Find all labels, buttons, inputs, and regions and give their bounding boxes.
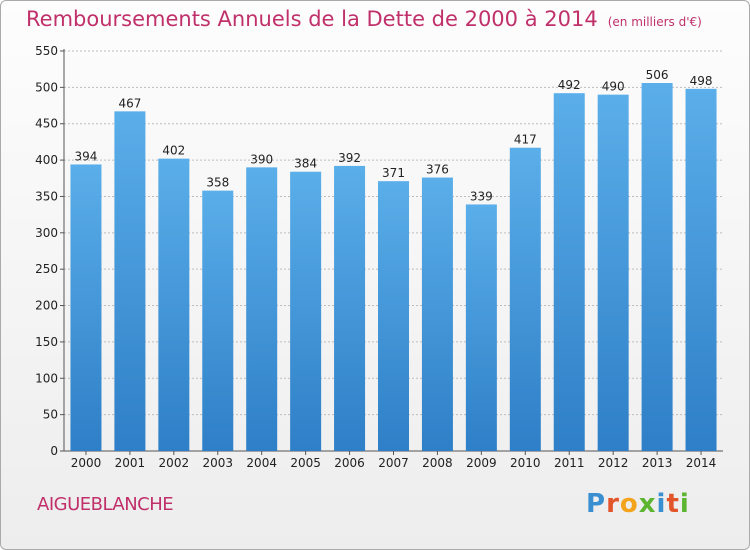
logo-letter: P bbox=[586, 489, 607, 519]
x-tick-label: 2005 bbox=[290, 456, 321, 470]
bar bbox=[597, 94, 629, 452]
x-tick-label: 2012 bbox=[598, 456, 629, 470]
bar bbox=[421, 177, 453, 451]
data-label: 339 bbox=[470, 189, 493, 203]
logo-letter: i bbox=[679, 489, 690, 519]
data-label: 371 bbox=[382, 166, 405, 180]
bar bbox=[641, 83, 673, 451]
y-tick-label: 300 bbox=[35, 226, 58, 240]
logo-letter: t bbox=[666, 489, 680, 519]
y-tick-label: 400 bbox=[35, 153, 58, 167]
chart-subtitle: (en milliers d'€) bbox=[607, 15, 702, 29]
x-tick-label: 2002 bbox=[159, 456, 190, 470]
y-tick-label: 550 bbox=[35, 44, 58, 58]
data-label: 402 bbox=[162, 144, 185, 158]
x-tick-label: 2004 bbox=[246, 456, 277, 470]
y-tick-label: 250 bbox=[35, 262, 58, 276]
x-tick-label: 2003 bbox=[202, 456, 233, 470]
logo-letter: x bbox=[638, 489, 657, 519]
bars bbox=[70, 83, 717, 452]
data-label: 492 bbox=[558, 78, 581, 92]
x-tick-label: 2014 bbox=[686, 456, 717, 470]
bar bbox=[202, 190, 234, 452]
data-label: 506 bbox=[646, 68, 669, 82]
bar bbox=[290, 171, 322, 451]
y-axis-ticks: 0 50 100 150 200 250 300 350 400 450 500 550 bbox=[35, 44, 64, 458]
bar bbox=[246, 167, 278, 451]
bar bbox=[465, 204, 497, 451]
x-tick-label: 2000 bbox=[71, 456, 102, 470]
data-label: 490 bbox=[602, 80, 625, 94]
data-label: 467 bbox=[118, 96, 141, 110]
bar bbox=[509, 147, 541, 451]
y-tick-label: 150 bbox=[35, 335, 58, 349]
x-axis-ticks: 2000 2001 2002 2003 2004 2005 2006 2007 2008 2009… bbox=[71, 451, 717, 470]
y-tick-label: 200 bbox=[35, 299, 58, 313]
proxiti-logo: Proxiti bbox=[586, 489, 690, 519]
logo-letter: o bbox=[619, 489, 639, 519]
chart-title: Remboursements Annuels de la Dette de 20… bbox=[26, 7, 702, 31]
logo-letter: r bbox=[606, 489, 620, 519]
data-label: 498 bbox=[690, 74, 713, 88]
commune-name: AIGUEBLANCHE bbox=[37, 494, 174, 515]
bar bbox=[685, 88, 717, 452]
x-tick-label: 2009 bbox=[466, 456, 497, 470]
y-tick-label: 500 bbox=[35, 80, 58, 94]
x-tick-label: 2010 bbox=[510, 456, 541, 470]
x-tick-label: 2008 bbox=[422, 456, 453, 470]
y-tick-label: 450 bbox=[35, 117, 58, 131]
bar bbox=[114, 111, 146, 451]
bar bbox=[158, 158, 190, 452]
bar bbox=[378, 181, 409, 451]
bar bbox=[334, 165, 366, 451]
y-tick-label: 100 bbox=[35, 371, 58, 385]
data-label: 390 bbox=[250, 152, 273, 166]
data-label: 358 bbox=[206, 176, 229, 190]
y-tick-label: 0 bbox=[50, 444, 58, 458]
bar bbox=[553, 93, 585, 451]
y-tick-label: 50 bbox=[43, 408, 58, 422]
chart-title-text: Remboursements Annuels de la Dette de 20… bbox=[26, 7, 598, 31]
bar bbox=[70, 164, 102, 452]
data-label: 384 bbox=[294, 157, 317, 171]
data-label: 394 bbox=[75, 149, 98, 163]
x-tick-label: 2001 bbox=[115, 456, 146, 470]
data-label: 376 bbox=[426, 163, 449, 177]
x-tick-label: 2013 bbox=[642, 456, 673, 470]
x-tick-label: 2006 bbox=[334, 456, 365, 470]
data-label: 392 bbox=[338, 151, 361, 165]
logo-letter: i bbox=[656, 489, 667, 519]
y-tick-label: 350 bbox=[35, 189, 58, 203]
data-label: 417 bbox=[514, 133, 537, 147]
x-tick-label: 2007 bbox=[378, 456, 409, 470]
data-labels: 394 467 402 358 390 384 392 371 376 339 417 492 490 5… bbox=[75, 68, 713, 203]
x-tick-label: 2011 bbox=[554, 456, 585, 470]
